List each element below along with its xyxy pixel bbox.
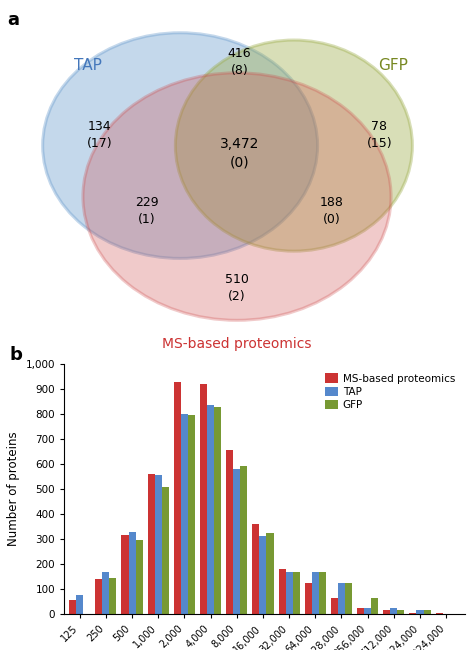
Bar <box>312 572 319 614</box>
Bar <box>95 579 102 614</box>
Text: a: a <box>7 11 19 29</box>
Text: 229
(1): 229 (1) <box>135 196 159 226</box>
Bar <box>417 610 424 614</box>
Bar <box>424 610 430 614</box>
Bar <box>371 598 378 614</box>
Bar <box>214 407 221 614</box>
Bar <box>200 384 207 614</box>
Bar <box>233 469 240 614</box>
Text: 510
(2): 510 (2) <box>225 272 249 302</box>
Text: 3,472
(0): 3,472 (0) <box>219 136 259 169</box>
Text: 78
(15): 78 (15) <box>366 120 392 150</box>
Bar <box>76 595 83 614</box>
Bar <box>240 465 247 614</box>
Bar <box>286 572 292 614</box>
Bar <box>364 608 371 614</box>
Bar <box>181 413 188 614</box>
Ellipse shape <box>43 32 318 259</box>
Bar <box>69 601 76 614</box>
Text: 416
(8): 416 (8) <box>228 47 251 77</box>
Bar <box>390 608 397 614</box>
Bar <box>292 572 300 614</box>
Bar <box>207 404 214 614</box>
Bar <box>345 583 352 614</box>
Bar <box>252 524 259 614</box>
Ellipse shape <box>83 73 391 320</box>
Text: b: b <box>10 346 23 365</box>
Bar <box>410 613 417 614</box>
Bar <box>383 610 390 614</box>
Bar <box>397 610 404 614</box>
Bar <box>102 572 109 614</box>
Bar <box>174 382 181 614</box>
Text: TAP: TAP <box>74 58 101 73</box>
Legend: MS-based proteomics, TAP, GFP: MS-based proteomics, TAP, GFP <box>321 369 459 415</box>
Bar <box>259 536 266 614</box>
Bar <box>147 474 155 614</box>
Y-axis label: Number of proteins: Number of proteins <box>7 432 20 547</box>
Bar <box>266 534 273 614</box>
Bar <box>155 474 162 614</box>
Ellipse shape <box>175 40 412 251</box>
Bar <box>128 532 136 614</box>
Bar <box>188 415 195 614</box>
Bar <box>357 608 364 614</box>
Bar <box>305 583 312 614</box>
Bar <box>162 487 169 614</box>
Bar <box>109 578 117 614</box>
Bar <box>279 569 286 614</box>
Bar <box>331 598 338 614</box>
Bar <box>319 572 326 614</box>
Text: MS-based proteomics: MS-based proteomics <box>162 337 312 351</box>
Bar <box>338 583 345 614</box>
Bar <box>226 450 233 614</box>
Text: 134
(17): 134 (17) <box>87 120 112 150</box>
Text: 188
(0): 188 (0) <box>320 196 344 226</box>
Bar <box>436 613 443 614</box>
Text: GFP: GFP <box>378 58 409 73</box>
Bar <box>121 536 128 614</box>
Bar <box>136 540 143 614</box>
